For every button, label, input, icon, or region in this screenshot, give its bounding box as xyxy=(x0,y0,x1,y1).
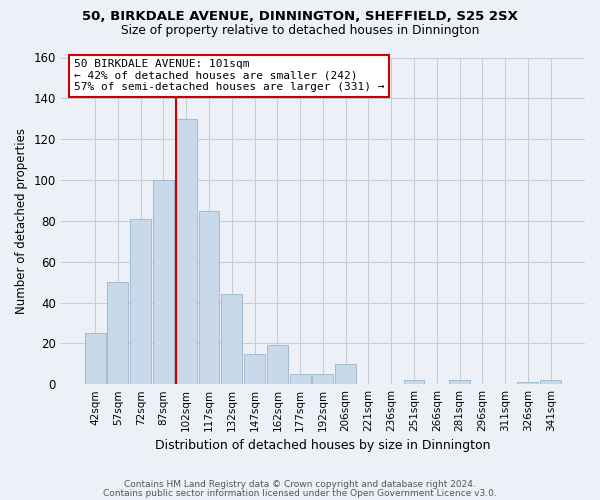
Bar xyxy=(199,210,220,384)
Text: Contains public sector information licensed under the Open Government Licence v3: Contains public sector information licen… xyxy=(103,488,497,498)
Bar xyxy=(290,374,311,384)
Bar xyxy=(517,382,538,384)
X-axis label: Distribution of detached houses by size in Dinnington: Distribution of detached houses by size … xyxy=(155,440,491,452)
Bar xyxy=(267,346,288,384)
Bar xyxy=(404,380,424,384)
Text: 50 BIRKDALE AVENUE: 101sqm
← 42% of detached houses are smaller (242)
57% of sem: 50 BIRKDALE AVENUE: 101sqm ← 42% of deta… xyxy=(74,59,385,92)
Bar xyxy=(540,380,561,384)
Bar xyxy=(107,282,128,384)
Bar xyxy=(176,119,197,384)
Bar xyxy=(449,380,470,384)
Y-axis label: Number of detached properties: Number of detached properties xyxy=(15,128,28,314)
Text: Size of property relative to detached houses in Dinnington: Size of property relative to detached ho… xyxy=(121,24,479,37)
Bar xyxy=(335,364,356,384)
Text: Contains HM Land Registry data © Crown copyright and database right 2024.: Contains HM Land Registry data © Crown c… xyxy=(124,480,476,489)
Bar xyxy=(153,180,174,384)
Bar xyxy=(313,374,334,384)
Bar xyxy=(221,294,242,384)
Text: 50, BIRKDALE AVENUE, DINNINGTON, SHEFFIELD, S25 2SX: 50, BIRKDALE AVENUE, DINNINGTON, SHEFFIE… xyxy=(82,10,518,23)
Bar xyxy=(130,219,151,384)
Bar xyxy=(85,333,106,384)
Bar xyxy=(244,354,265,384)
